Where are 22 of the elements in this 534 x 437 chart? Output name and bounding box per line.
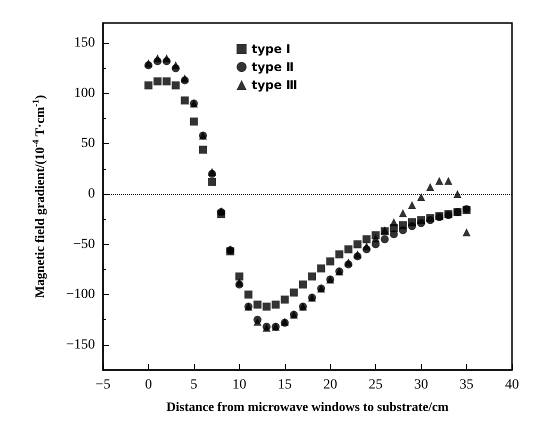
x-tick-label: 40 — [505, 378, 519, 392]
x-tick-label: 25 — [368, 378, 383, 392]
y-tick-label: 50 — [81, 136, 95, 152]
legend-label: type Ⅱ — [252, 60, 294, 74]
x-axis-title: Distance from microwave windows to substrate/cm — [166, 399, 449, 414]
y-tick-label: 100 — [74, 86, 95, 101]
y-tick-label: 150 — [74, 36, 95, 51]
x-tick-label: −5 — [96, 378, 110, 392]
x-tick-label: 5 — [190, 378, 198, 392]
x-tick-label: 10 — [232, 378, 246, 392]
x-tick-label: 20 — [323, 378, 338, 392]
legend-label: type Ⅰ — [252, 42, 291, 56]
x-tick-label: 30 — [414, 378, 428, 392]
y-tick-label: −50 — [73, 236, 95, 252]
legend-label: type Ⅲ — [252, 78, 298, 92]
x-tick-label: 35 — [460, 378, 474, 392]
x-tick-label: 0 — [144, 378, 152, 392]
x-tick-label: 15 — [278, 378, 292, 392]
y-tick-label: −150 — [66, 337, 95, 352]
y-tick-label: 0 — [88, 186, 95, 202]
y-tick-label: −100 — [66, 287, 95, 302]
y-axis-title: Magnetic field gradient/(10-4 T·cm-1) — [30, 94, 47, 298]
